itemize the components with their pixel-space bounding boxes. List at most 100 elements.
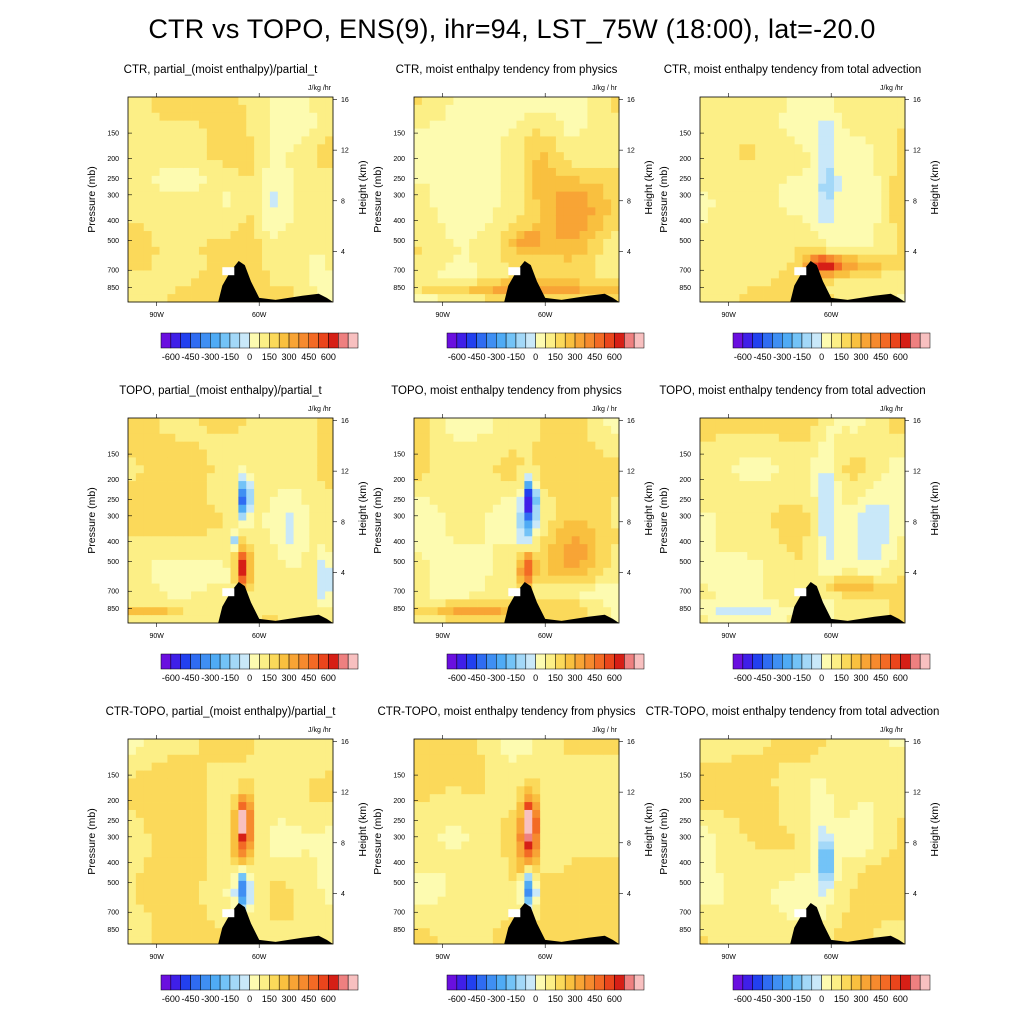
heatmap-cell [849,512,859,521]
heatmap-cell [889,270,898,279]
heatmap-cell [747,215,756,224]
heatmap-cell [135,128,145,137]
heatmap-cell [198,278,208,287]
heatmap-cell [524,160,533,169]
units-label: J/kg /hr [880,85,904,92]
heatmap-cell [262,418,271,427]
heatmap-cell [151,441,160,450]
heatmap-cell [540,246,549,256]
heatmap-cell [500,152,510,161]
heatmap-cell [254,488,263,498]
heatmap-cell [309,504,318,514]
heatmap-cell [548,152,557,161]
heatmap-cell [254,825,263,835]
heatmap-cell [277,794,287,803]
heatmap-cell [555,160,565,169]
heatmap-cell [175,912,184,921]
heatmap-field [700,97,906,303]
heatmap-cell [723,449,732,458]
heatmap-cell [715,504,725,514]
heatmap-cell [524,136,533,145]
heatmap-cell [794,254,803,263]
heatmap-cell [595,231,604,240]
heatmap-cell [183,880,192,890]
heatmap-cell [707,615,717,624]
heatmap-cell [700,465,709,474]
heatmap-cell [269,599,279,608]
heatmap-cell [230,833,239,842]
ytick-label: 700 [679,589,691,596]
heatmap-cell [555,286,565,295]
heatmap-cell [810,183,819,193]
heatmap-cell [700,575,709,584]
heatmap-cell [802,512,811,521]
heatmap-cell [151,199,160,208]
heatmap-cell [700,262,709,271]
heatmap-cell [700,136,709,145]
heatmap-cell [747,160,756,169]
heatmap-cell [167,920,176,929]
heatmap-cell [269,567,279,577]
heatmap-cell [834,544,843,553]
heatmap-cell [770,144,780,153]
heatmap-cell [755,441,764,450]
heatmap-cell [492,425,502,435]
heatmap-cell [484,223,494,232]
heatmap-cell [285,254,294,263]
heatmap-cell [778,575,788,584]
heatmap-cell [269,294,279,303]
heatmap-cell [421,465,431,474]
heatmap-cell [191,544,200,553]
heatmap-cell [731,425,740,435]
heatmap-cell [191,144,200,153]
heatmap-cell [731,559,740,569]
heatmap-cell [325,559,334,569]
heatmap-cell [755,215,764,224]
heatmap-cell [151,465,160,474]
heatmap-cell [135,160,145,169]
heatmap-cell [508,97,517,106]
heatmap-cell [183,496,192,506]
heatmap-cell [794,520,803,529]
heatmap-cell [532,481,541,490]
heatmap-cell [198,167,208,177]
heatmap-cell [778,496,788,506]
heatmap-cell [818,215,827,224]
heatmap-cell [770,270,780,279]
heatmap-cell [301,425,310,435]
heatmap-cell [849,199,859,208]
heatmap-cell [198,559,208,569]
heatmap-cell [206,825,216,835]
heatmap-cell [723,559,732,569]
heatmap-cell [818,152,827,161]
heatmap-cell [183,481,192,490]
heatmap-cell [555,167,565,177]
heatmap-cell [802,552,811,561]
heatmap-cell [421,488,431,498]
heatmap-cell [214,441,224,450]
heatmap-cell [524,104,533,114]
heatmap-cell [159,794,168,803]
heatmap-cell [151,762,160,771]
heatmap-cell [477,199,486,208]
heatmap-cell [715,552,725,561]
heatmap-cell [595,441,604,450]
heatmap-cell [246,97,255,106]
heatmap-cell [524,246,533,256]
heatmap-cell [175,160,184,169]
heatmap-cell [175,425,184,435]
heatmap-cell [167,270,176,279]
heatmap-cell [889,528,898,537]
heatmap-cell [516,199,525,208]
heatmap-cell [834,496,843,506]
heatmap-cell [540,528,549,537]
heatmap-cell [230,896,239,905]
heatmap-cell [183,536,192,545]
heatmap-cell [492,449,502,458]
heatmap-cell [508,136,517,145]
xtick-label: 60W [538,312,553,319]
heatmap-cell [238,120,247,129]
heatmap-cell [897,512,906,521]
heatmap-cell [786,207,796,216]
colorbar-swatch [850,653,862,670]
